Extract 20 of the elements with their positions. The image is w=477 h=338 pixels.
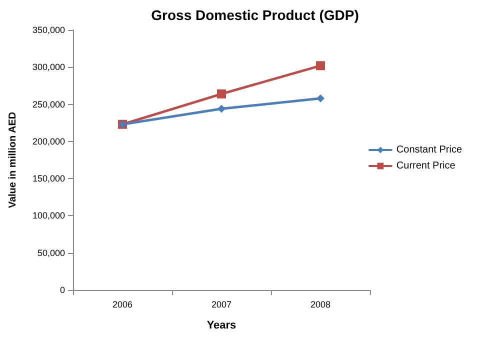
point <box>316 61 325 70</box>
y-tick-label: 50,000 <box>37 248 65 258</box>
point <box>218 104 226 113</box>
y-tick-label: 0 <box>60 285 65 295</box>
y-tick-label: 250,000 <box>32 99 65 110</box>
y-tick-label: 100,000 <box>32 210 65 221</box>
y-tick-label: 150,000 <box>32 174 65 184</box>
y-axis-title: Value in million AED <box>8 112 18 208</box>
y-tick-label: 200,000 <box>32 136 65 146</box>
legend-label: Constant Price <box>396 144 462 156</box>
x-axis-title: Years <box>206 320 236 332</box>
y-tick-label: 350,000 <box>32 25 65 35</box>
x-tick-label: 2006 <box>112 300 133 310</box>
x-tick-label: 2007 <box>211 300 232 310</box>
point <box>217 89 226 98</box>
y-tick-label: 300,000 <box>32 62 65 72</box>
x-tick-label: 2008 <box>310 300 331 310</box>
chart-title: Gross Domestic Product (GDP) <box>151 7 359 23</box>
legend-label: Current Price <box>396 160 456 172</box>
point <box>316 94 324 102</box>
